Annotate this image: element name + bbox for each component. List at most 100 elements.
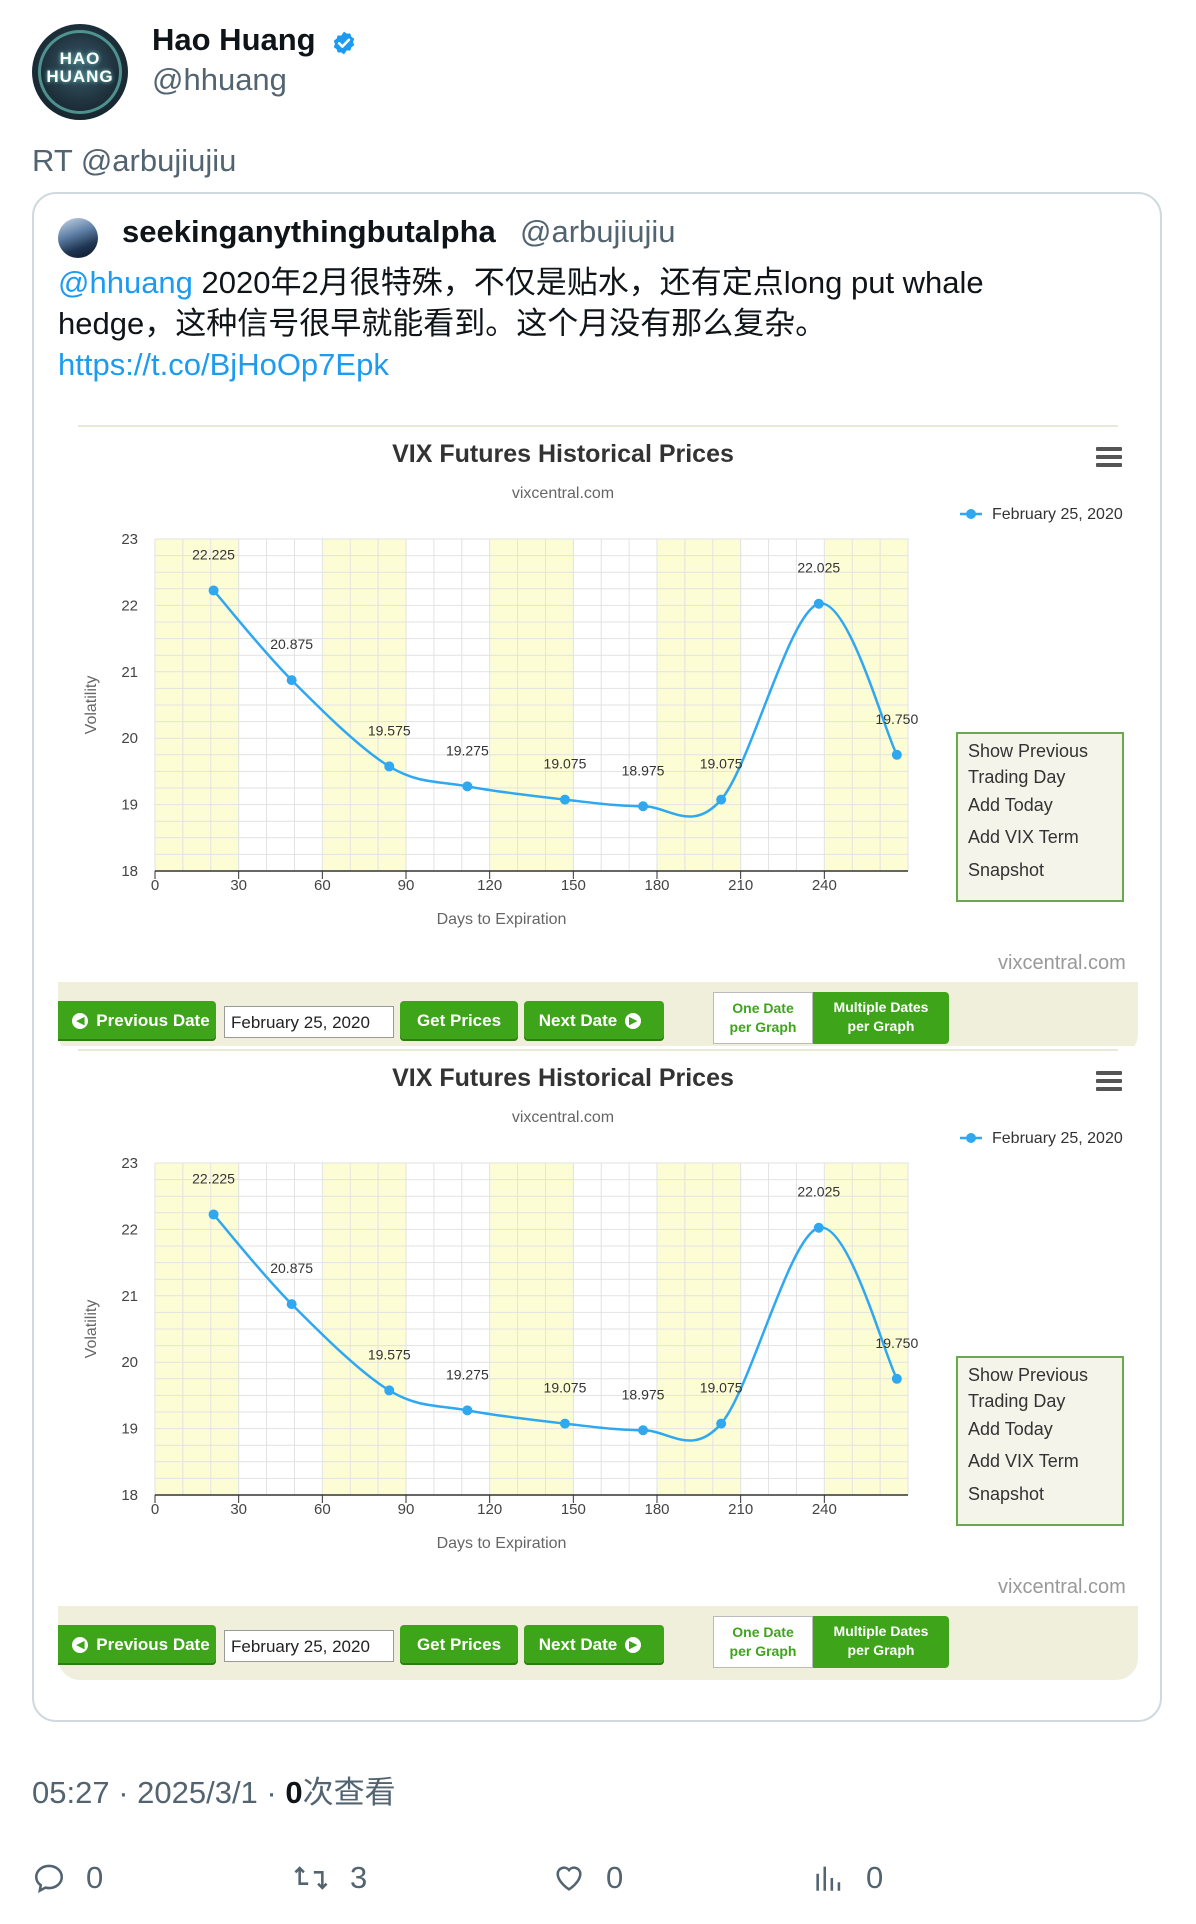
chart-data-point [384,761,395,772]
chart-credit[interactable]: vixcentral.com [998,1576,1126,1598]
views-button[interactable]: 0 [812,1860,883,1896]
next-date-button[interactable]: Next Date ▶ [524,1625,664,1665]
chart-subtitle: vixcentral.com [512,1109,614,1126]
range-selector-box[interactable]: Show Previous Trading Day Add Today Add … [956,1356,1124,1526]
chart-data-label: 19.075 [544,1380,587,1396]
get-prices-button[interactable]: Get Prices [400,1625,518,1665]
range-option-snapshot[interactable]: Snapshot [968,860,1045,880]
chart-data-label: 18.975 [622,1386,665,1402]
chart-x-tick-label: 0 [151,877,159,894]
range-selector-box[interactable]: Show Previous Trading Day Add Today Add … [956,732,1124,902]
quoted-text-line1: 2020年2月很特殊，不仅是贴水，还有定点long put whale [192,265,984,300]
range-option-trading-day[interactable]: Trading Day [968,1391,1066,1411]
chart-data-label: 22.225 [192,1170,235,1186]
range-option-add-vix-term[interactable]: Add VIX Term [968,1451,1079,1471]
chart-y-tick-label: 19 [121,1421,138,1438]
chart-data-point [891,1373,902,1384]
retweet-label: RT @arbujiujiu [32,143,237,178]
chart-x-tick-label: 240 [812,1501,837,1518]
like-button[interactable]: 0 [552,1860,623,1896]
retweet-count: 3 [350,1860,368,1895]
chart-data-point [462,1405,473,1416]
range-option-show-previous[interactable]: Show Previous [968,741,1089,761]
chart-panel-2: VIX Futures Historical Prices vixcentral.… [58,1046,1138,1666]
chart-title: VIX Futures Historical Prices [392,440,734,468]
chart-title: VIX Futures Historical Prices [392,1064,734,1092]
one-date-per-graph-toggle[interactable]: One Date per Graph [713,992,813,1044]
chart-x-axis-label: Days to Expiration [437,1535,567,1552]
chart-nav-bar-1: ◀ Previous Date February 25, 2020 Get Pri… [58,982,1138,1056]
chart-data-label: 18.975 [622,762,665,778]
date-input[interactable]: February 25, 2020 [224,1006,394,1038]
view-count: 0 [285,1775,303,1810]
chart-y-tick-label: 22 [121,1221,138,1238]
chart-y-axis-label: Volatility [83,676,100,735]
range-option-add-today[interactable]: Add Today [968,795,1053,815]
get-prices-button[interactable]: Get Prices [400,1001,518,1041]
chart-legend-label: February 25, 2020 [992,506,1123,523]
views-count: 0 [866,1860,884,1895]
arrow-right-icon: ▶ [625,1637,642,1653]
quoted-tweet-card[interactable] [32,192,1162,1722]
analytics-icon [816,1866,841,1891]
chart-legend-marker [966,1133,976,1143]
multiple-dates-per-graph-toggle[interactable]: Multiple Dates per Graph [813,992,949,1044]
chart-x-tick-label: 210 [728,877,753,894]
quoted-tweet-text: @hhuang 2020年2月很特殊，不仅是贴水，还有定点long put wh… [58,262,1118,385]
previous-date-button[interactable]: ◀ Previous Date [58,1625,216,1665]
author-handle[interactable]: @hhuang [152,62,287,97]
arrow-right-icon: ▶ [625,1013,642,1029]
chart-x-tick-label: 150 [561,877,586,894]
chart-y-tick-label: 20 [121,1354,138,1371]
retweet-button[interactable]: 3 [292,1860,367,1896]
heart-icon [556,1866,582,1891]
chart-data-point [384,1385,395,1396]
quoted-author-avatar[interactable] [58,218,98,258]
previous-date-button[interactable]: ◀ Previous Date [58,1001,216,1041]
chart-y-tick-label: 23 [121,531,138,548]
tweet-timestamp[interactable]: 05:27 · 2025/3/1 · 0次查看 [32,1775,396,1810]
chart-y-tick-label: 22 [121,597,138,614]
chart-data-label: 22.225 [192,546,235,562]
reply-count: 0 [86,1860,104,1895]
arrow-left-icon: ◀ [72,1637,89,1653]
like-count: 0 [606,1860,624,1895]
range-option-add-vix-term[interactable]: Add VIX Term [968,827,1079,847]
chart-x-tick-label: 90 [398,877,415,894]
chart-data-label: 22.025 [797,1184,840,1200]
range-option-show-previous[interactable]: Show Previous [968,1365,1089,1385]
hamburger-menu-icon[interactable] [1096,447,1122,467]
range-option-snapshot[interactable]: Snapshot [968,1484,1045,1504]
chart-y-tick-label: 21 [121,664,138,681]
chart-data-point [716,1418,727,1429]
chart-data-point [286,1299,297,1310]
one-date-per-graph-toggle[interactable]: One Date per Graph [713,1616,813,1668]
chart-nav-bar-2: ◀ Previous Date February 25, 2020 Get Pri… [58,1606,1138,1680]
date-input[interactable]: February 25, 2020 [224,1630,394,1662]
next-date-button[interactable]: Next Date ▶ [524,1001,664,1041]
range-option-trading-day[interactable]: Trading Day [968,767,1066,787]
avatar-ring [38,30,122,114]
reply-button[interactable]: 0 [32,1860,103,1896]
author-name[interactable]: Hao Huang [152,22,316,57]
author-avatar[interactable]: HAO HUANG [32,24,128,120]
chart-x-tick-label: 30 [230,877,247,894]
chart-x-tick-label: 90 [398,1501,415,1518]
multiple-dates-per-graph-toggle[interactable]: Multiple Dates per Graph [813,1616,949,1668]
quoted-author-name[interactable]: seekinganythingbutalpha [122,214,496,249]
chart-data-label: 19.275 [446,1366,489,1382]
chart-panel-1: VIX Futures Historical Prices vixcentral.… [58,422,1138,1042]
mention-link[interactable]: @hhuang [58,265,193,300]
chart-x-tick-label: 210 [728,1501,753,1518]
quoted-author-handle[interactable]: @arbujiujiu [520,214,676,249]
hamburger-menu-icon[interactable] [1096,1071,1122,1091]
chart-credit[interactable]: vixcentral.com [998,952,1126,974]
chart-x-tick-label: 60 [314,1501,331,1518]
chart-data-label: 19.275 [446,742,489,758]
vix-futures-chart-1: VIX Futures Historical Prices vixcentral.… [78,425,1123,928]
chart-x-tick-label: 30 [230,1501,247,1518]
range-option-add-today[interactable]: Add Today [968,1419,1053,1439]
tweet-link[interactable]: https://t.co/BjHoOp7Epk [58,347,389,382]
chart-data-point [208,1209,219,1220]
chart-data-point [716,794,727,805]
